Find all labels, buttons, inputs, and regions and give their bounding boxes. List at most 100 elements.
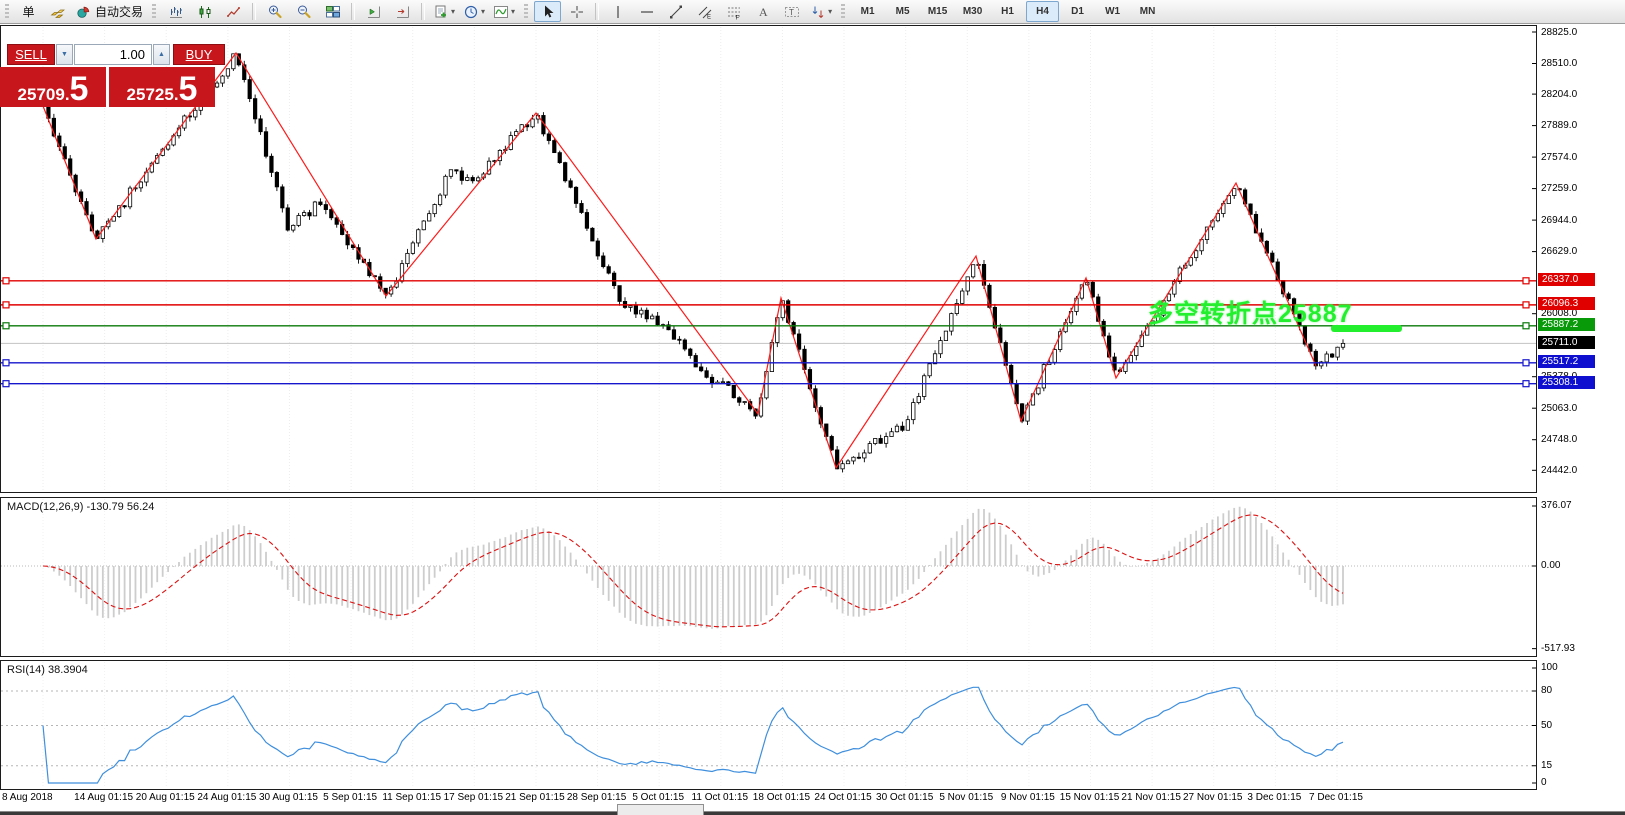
auto-scroll-icon	[395, 4, 411, 20]
toolbar-separator	[595, 3, 600, 20]
timeframe-d1[interactable]: D1	[1071, 6, 1084, 17]
sell-button[interactable]: SELL	[7, 44, 55, 65]
cursor-icon[interactable]	[534, 1, 562, 22]
toolbar-separator	[252, 3, 257, 20]
timeframe-h1[interactable]: H1	[1001, 6, 1014, 17]
periods-clock-icon[interactable]: ▾	[460, 1, 488, 22]
toolbar-grip	[5, 4, 9, 19]
dropdown-arrow-icon[interactable]: ▾	[451, 7, 456, 16]
timeframe-m1[interactable]: M1	[860, 6, 875, 17]
date-axis-label: 7 Dec 01:15	[1309, 792, 1363, 803]
horizontal-line-icon	[639, 4, 655, 20]
annotation-highlight-bar	[1331, 325, 1402, 332]
new-template-icon[interactable]: ▾	[430, 1, 458, 22]
gold-bars-icon	[50, 4, 66, 20]
candle-chart-icon[interactable]	[191, 1, 218, 22]
periods-clock-icon	[463, 4, 479, 20]
chart-shift-icon[interactable]	[360, 1, 387, 22]
auto-trading-button[interactable]: 自动交易	[73, 1, 146, 22]
sell-price-int: 25709	[17, 85, 65, 104]
gold-button[interactable]	[44, 1, 71, 22]
arrows-icon[interactable]: ▾	[807, 1, 835, 22]
buy-button[interactable]: BUY	[173, 44, 225, 65]
tile-windows-icon	[325, 4, 341, 20]
timeframe-m30[interactable]: M30	[962, 6, 983, 17]
current-price-badge: 25711.0	[1538, 335, 1595, 349]
hline-price-badge[interactable]: 25887.2	[1538, 318, 1595, 332]
channel-icon[interactable]: E	[691, 1, 718, 22]
volume-increase-button[interactable]: ▲	[153, 44, 170, 65]
rsi-line-chart	[1, 661, 1536, 789]
price-axis-tick: 24442.0	[1541, 464, 1578, 476]
arrows-icon	[810, 4, 826, 20]
chart-shift-icon	[366, 4, 382, 20]
timeframe-m15[interactable]: M15	[927, 6, 948, 17]
new-order-button[interactable]: 单	[22, 5, 35, 19]
price-axis-tick: 25378.0	[1541, 371, 1578, 383]
zoom-in-icon	[267, 4, 283, 20]
trendline-icon	[668, 4, 684, 20]
timeframe-h4[interactable]: H4	[1026, 1, 1060, 22]
macd-axis-tick: 0.00	[1541, 560, 1561, 571]
zoom-out-icon	[296, 4, 312, 20]
sell-price-big-digit: 5	[69, 70, 89, 108]
zoom-in-icon[interactable]	[261, 1, 288, 22]
fibonacci-icon[interactable]: F	[720, 1, 747, 22]
indicators-icon[interactable]: ▾	[490, 1, 518, 22]
hline-price-badge[interactable]: 26337.0	[1538, 273, 1595, 287]
dropdown-arrow-icon[interactable]: ▾	[828, 7, 833, 16]
label-icon[interactable]: T	[778, 1, 805, 22]
dropdown-arrow-icon[interactable]: ▾	[481, 7, 486, 16]
crosshair-icon[interactable]	[563, 1, 590, 22]
volume-decrease-button[interactable]: ▼	[56, 44, 73, 65]
dropdown-arrow-icon[interactable]: ▾	[511, 7, 516, 16]
toolbar-grip	[841, 4, 846, 19]
date-axis-label: 30 Oct 01:15	[876, 792, 934, 803]
rsi-indicator-panel[interactable]: RSI(14) 38.3904	[0, 660, 1537, 790]
date-axis-label: 5 Sep 01:15	[323, 792, 378, 803]
timeframe-w1[interactable]: W1	[1105, 6, 1121, 17]
auto-scroll-icon[interactable]	[389, 1, 416, 22]
date-axis-label: 24 Aug 01:15	[197, 792, 257, 803]
zoom-out-icon[interactable]	[290, 1, 317, 22]
fibonacci-icon: F	[726, 4, 742, 20]
sell-price-display[interactable]: 25709. 5	[0, 67, 106, 107]
buy-price-display[interactable]: 25725. 5	[109, 67, 215, 107]
price-axis-tick: 28510.0	[1541, 58, 1578, 69]
new-template-icon	[433, 4, 449, 20]
crosshair-icon	[569, 4, 585, 20]
date-axis-label: 3 Dec 01:15	[1247, 792, 1302, 803]
date-axis-label: 5 Oct 01:15	[632, 792, 685, 803]
text-icon[interactable]: A	[749, 1, 776, 22]
svg-text:E: E	[707, 14, 711, 20]
volume-input[interactable]: 1.00	[74, 44, 152, 65]
text-icon: A	[755, 4, 771, 20]
timeframe-mn[interactable]: MN	[1139, 6, 1156, 17]
buy-price-int: 25725	[126, 85, 174, 104]
indicators-icon	[493, 4, 509, 20]
price-chart-panel[interactable]	[0, 25, 1537, 493]
svg-text:A: A	[759, 5, 768, 19]
toolbar-grip	[152, 4, 157, 19]
hline-price-badge[interactable]: 25308.1	[1538, 376, 1595, 390]
candlestick-chart[interactable]	[1, 26, 1536, 492]
date-axis-label: 18 Oct 01:15	[752, 792, 811, 803]
date-axis-label: 17 Sep 01:15	[443, 792, 504, 803]
date-axis-label: 20 Aug 01:15	[135, 792, 195, 803]
macd-indicator-panel[interactable]: MACD(12,26,9) -130.79 56.24	[0, 497, 1537, 657]
bar-chart-icon[interactable]	[162, 1, 189, 22]
line-chart-icon[interactable]	[220, 1, 247, 22]
price-axis-tick: 27574.0	[1541, 151, 1578, 163]
vertical-line-icon[interactable]	[604, 1, 631, 22]
rsi-label: RSI(14) 38.3904	[7, 664, 88, 676]
hline-price-badge[interactable]: 25517.2	[1538, 355, 1595, 369]
toolbar-grip	[524, 4, 529, 19]
macd-axis-tick: 376.07	[1541, 499, 1572, 511]
hline-price-badge[interactable]: 26096.3	[1538, 297, 1595, 311]
timeframe-m5[interactable]: M5	[895, 6, 910, 17]
status-bar-fragment	[617, 804, 704, 815]
tile-windows-icon[interactable]	[319, 1, 346, 22]
trendline-icon[interactable]	[662, 1, 689, 22]
toolbar-separator	[421, 3, 426, 20]
horizontal-line-icon[interactable]	[633, 1, 660, 22]
